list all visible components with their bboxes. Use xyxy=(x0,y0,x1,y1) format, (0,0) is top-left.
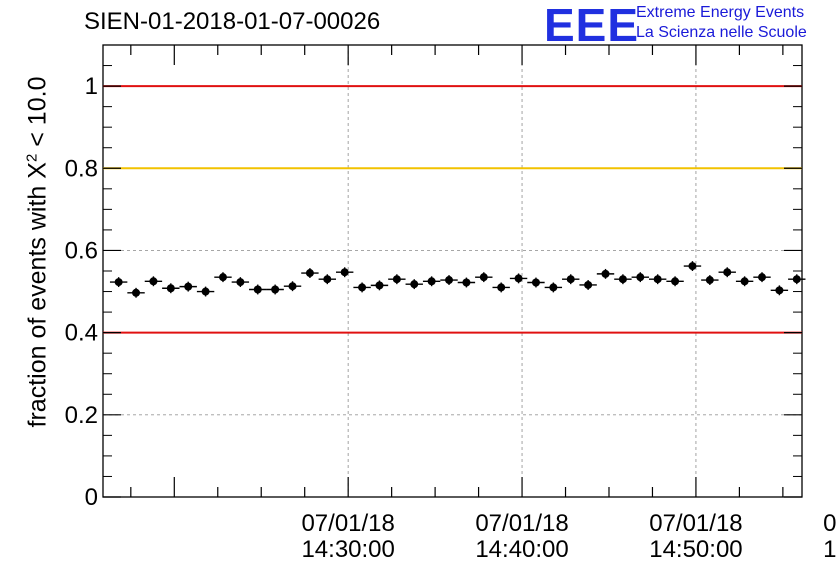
data-point xyxy=(549,283,558,292)
y-tick-label: 0.8 xyxy=(65,155,98,182)
data-point xyxy=(705,276,714,285)
data-point xyxy=(218,273,227,282)
data-point xyxy=(166,284,175,293)
data-point xyxy=(149,277,158,286)
data-point xyxy=(323,275,332,284)
data-point xyxy=(601,269,610,278)
data-point xyxy=(688,262,697,271)
data-point xyxy=(462,278,471,287)
data-point xyxy=(740,277,749,286)
logo-line-1: Extreme Energy Events xyxy=(636,4,805,21)
data-point xyxy=(758,273,767,282)
x-tick-label-date: 07/01/18 xyxy=(823,510,836,537)
y-tick-label: 0.6 xyxy=(65,237,98,264)
y-tick-label: 0 xyxy=(85,484,98,511)
logo-line-2: La Scienza nelle Scuole xyxy=(636,24,807,41)
x-tick-label-time: 14:50:00 xyxy=(649,536,742,563)
data-point xyxy=(653,275,662,284)
y-tick-label: 0.2 xyxy=(65,402,98,429)
data-point xyxy=(392,275,401,284)
data-point xyxy=(114,278,123,287)
data-point xyxy=(618,275,627,284)
plot-frame xyxy=(102,44,803,498)
x-tick-label-time: 14:30:00 xyxy=(301,536,394,563)
data-point xyxy=(445,276,454,285)
data-point xyxy=(184,282,193,291)
data-point xyxy=(671,277,680,286)
data-point xyxy=(201,287,210,296)
data-point xyxy=(410,280,419,289)
data-point xyxy=(271,285,280,294)
data-point xyxy=(723,268,732,277)
x-tick-label-time: 15:00:00 xyxy=(823,536,836,563)
y-tick-label: 0.4 xyxy=(65,320,98,347)
data-point xyxy=(253,285,262,294)
data-point xyxy=(792,275,801,284)
data-point xyxy=(514,274,523,283)
x-tick-label-date: 07/01/18 xyxy=(649,510,742,537)
data-point xyxy=(636,273,645,282)
data-point xyxy=(479,273,488,282)
data-point xyxy=(288,282,297,291)
x-tick-label-time: 14:40:00 xyxy=(475,536,568,563)
data-point xyxy=(566,275,575,284)
data-point xyxy=(584,280,593,289)
y-tick-label: 1 xyxy=(85,73,98,100)
data-point xyxy=(775,286,784,295)
data-point xyxy=(427,277,436,286)
x-tick-label-date: 07/01/18 xyxy=(475,510,568,537)
data-point xyxy=(132,288,141,297)
data-point xyxy=(358,283,367,292)
data-point xyxy=(340,268,349,277)
eee-logo: EEE xyxy=(544,2,639,48)
data-point xyxy=(305,269,314,278)
x-tick-label-date: 07/01/18 xyxy=(301,510,394,537)
chart-title: SIEN-01-2018-01-07-00026 xyxy=(84,8,381,35)
logo-mark: EEE xyxy=(544,0,640,51)
data-point xyxy=(375,281,384,290)
data-point xyxy=(531,278,540,287)
data-point xyxy=(497,283,506,292)
data-point xyxy=(236,278,245,287)
